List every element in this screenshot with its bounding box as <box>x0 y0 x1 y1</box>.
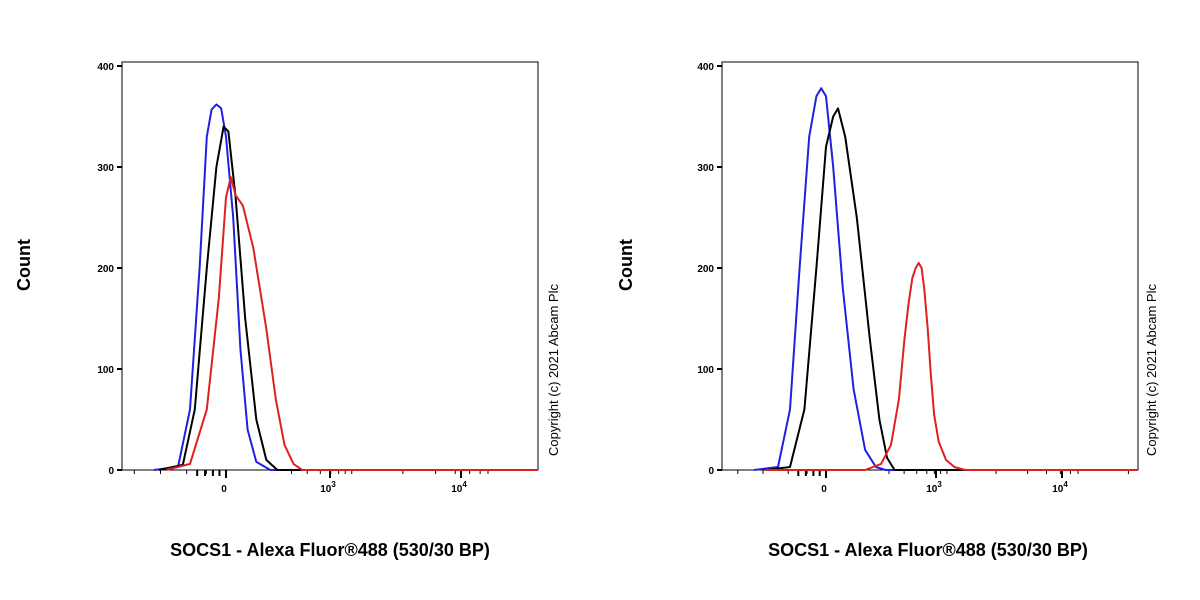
histogram-panel-right: Count SOCS1 - Alexa Fluor®488 (530/30 BP… <box>616 61 1159 560</box>
y-tick-label: 300 <box>697 163 714 174</box>
y-axis-label: Count <box>616 239 636 291</box>
plot-area-right: 0 100 200 300 400 0 103 104 <box>697 61 1139 495</box>
x-tick-label: 0 <box>821 484 827 495</box>
y-tick-label: 100 <box>697 365 714 376</box>
y-tick-label: 0 <box>708 466 714 477</box>
plot-frame <box>121 61 539 471</box>
histogram-panel-left: Count SOCS1 - Alexa Fluor®488 (530/30 BP… <box>14 61 561 560</box>
x-tick-label: 0 <box>221 484 227 495</box>
y-axis-label: Count <box>14 239 34 291</box>
y-tick-label: 200 <box>97 264 114 275</box>
plot-area-left: 0 100 200 300 400 0 103 104 <box>97 61 539 495</box>
copyright-text: Copyright (c) 2021 Abcam Plc <box>546 284 561 456</box>
histogram-series-1 <box>158 125 537 471</box>
y-tick-label: 0 <box>108 466 114 477</box>
histogram-series-2 <box>766 262 1137 471</box>
x-tick-label: 104 <box>451 480 467 495</box>
copyright-text: Copyright (c) 2021 Abcam Plc <box>1144 284 1159 456</box>
y-tick-label: 400 <box>97 62 114 73</box>
y-tick-label: 400 <box>697 62 714 73</box>
x-axis-label: SOCS1 - Alexa Fluor®488 (530/30 BP) <box>768 540 1088 560</box>
x-tick-label: 103 <box>926 480 942 495</box>
x-tick-label: 103 <box>320 480 336 495</box>
x-tick-label: 104 <box>1052 480 1068 495</box>
plot-frame <box>721 61 1139 471</box>
histogram-series-0 <box>753 87 1137 471</box>
x-axis-label: SOCS1 - Alexa Fluor®488 (530/30 BP) <box>170 540 490 560</box>
histogram-series-0 <box>153 103 537 471</box>
histogram-series-2 <box>165 176 537 471</box>
y-tick-label: 100 <box>97 365 114 376</box>
y-tick-label: 300 <box>97 163 114 174</box>
y-tick-label: 200 <box>697 264 714 275</box>
histogram-series-1 <box>765 107 1137 471</box>
